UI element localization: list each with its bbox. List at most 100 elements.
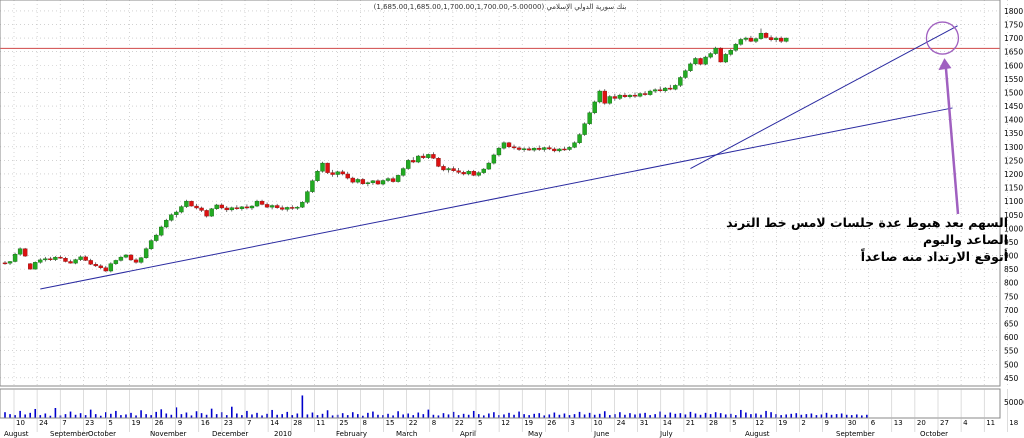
candle-up <box>784 37 789 42</box>
candle-down <box>330 172 335 175</box>
candle-up <box>582 123 587 135</box>
candle-up <box>209 208 214 217</box>
day-label: 28 <box>709 419 718 427</box>
candle-down <box>22 248 28 257</box>
candle-down <box>345 173 350 179</box>
candle-up <box>693 58 698 65</box>
grid-lines <box>0 0 1008 386</box>
candle-up <box>118 256 124 261</box>
annotation-line-2: أتوقع الارتداد منه صاعداً <box>860 249 1008 264</box>
month-label: September <box>50 430 89 438</box>
candle-up <box>295 206 300 209</box>
candle-up <box>7 261 13 264</box>
price-tick-label: 1400 <box>1004 116 1023 125</box>
month-label: December <box>212 430 248 438</box>
candle-up <box>249 205 255 209</box>
day-label: 25 <box>339 419 348 427</box>
day-label: 23 <box>85 419 94 427</box>
price-tick-label: 1250 <box>1004 156 1023 165</box>
candle-up <box>315 171 320 181</box>
candle-down <box>234 207 240 209</box>
day-label: 24 <box>617 419 626 427</box>
candle-up <box>532 147 537 151</box>
candle-up <box>486 162 492 170</box>
candle-up <box>703 56 708 65</box>
candle-down <box>28 263 33 270</box>
month-label: July <box>659 430 673 438</box>
day-label: 19 <box>524 419 533 427</box>
candle-up <box>743 37 749 40</box>
candle-up <box>78 256 83 260</box>
price-tick-label: 900 <box>1004 252 1019 261</box>
candle-down <box>189 200 194 207</box>
candle-down <box>68 261 73 264</box>
candle-up <box>708 53 713 58</box>
month-label: August <box>745 430 770 438</box>
month-label: March <box>396 430 417 438</box>
candle-up <box>305 191 310 203</box>
candle-up <box>310 180 315 192</box>
price-tick-label: 1450 <box>1004 102 1023 111</box>
candle-down <box>290 207 295 209</box>
candle-down <box>128 254 134 261</box>
volume-series <box>4 395 868 418</box>
candle-down <box>133 259 139 263</box>
candle-down <box>718 47 723 63</box>
day-label: 30 <box>848 419 857 427</box>
candle-up <box>476 172 481 176</box>
candle-down <box>274 205 280 208</box>
day-label: 18 <box>1009 419 1018 427</box>
candle-up <box>728 50 733 55</box>
candle-down <box>552 148 557 152</box>
candle-up <box>138 257 144 263</box>
price-tick-label: 850 <box>1004 265 1019 274</box>
candle-up <box>627 94 633 97</box>
analyst-annotation: السهم بعد هبوط عدة جلسات لامس خط الترند … <box>690 214 1008 265</box>
candle-down <box>360 179 366 184</box>
candle-up <box>446 168 451 171</box>
price-tick-label: 1200 <box>1004 170 1023 179</box>
price-tick-label: 700 <box>1004 306 1019 315</box>
candle-down <box>431 154 436 159</box>
trendlines <box>0 21 1000 290</box>
candle-up <box>148 240 154 249</box>
day-label: 11 <box>986 419 995 427</box>
volume-panel-frame <box>0 388 1001 419</box>
annotation-line-1: السهم بعد هبوط عدة جلسات لامس خط الترند … <box>726 215 1008 247</box>
candle-up <box>491 154 497 164</box>
candle-down <box>602 90 607 104</box>
day-label: 28 <box>293 419 302 427</box>
candle-up <box>557 148 562 152</box>
candle-down <box>224 207 229 211</box>
candle-down <box>537 147 542 150</box>
candle-up <box>12 253 18 262</box>
day-label: 5 <box>732 419 736 427</box>
candle-down <box>325 162 330 173</box>
day-label: 15 <box>386 419 395 427</box>
chart-title: بنك سورية الدولي الإسلامي (5.00000-,1,68… <box>374 3 627 11</box>
candle-up <box>43 258 48 261</box>
candle-up <box>678 77 683 86</box>
candle-up <box>159 226 164 236</box>
candle-down <box>340 171 345 175</box>
day-label: 21 <box>686 419 695 427</box>
candle-up <box>123 254 129 258</box>
candle-down <box>451 168 456 171</box>
candle-down <box>526 148 532 151</box>
day-label: 9 <box>825 419 829 427</box>
price-panel-frame <box>0 0 1001 387</box>
candle-down <box>264 204 270 208</box>
candle-up <box>108 263 114 272</box>
candle-up <box>33 262 38 270</box>
candle-down <box>562 148 567 151</box>
candle-up <box>285 207 290 210</box>
candle-down <box>632 94 638 97</box>
day-label: 10 <box>594 419 603 427</box>
candle-down <box>93 264 98 267</box>
candle-up <box>38 259 43 263</box>
day-label: 12 <box>501 419 510 427</box>
price-tick-label: 1700 <box>1004 34 1023 43</box>
candle-up <box>17 248 23 255</box>
